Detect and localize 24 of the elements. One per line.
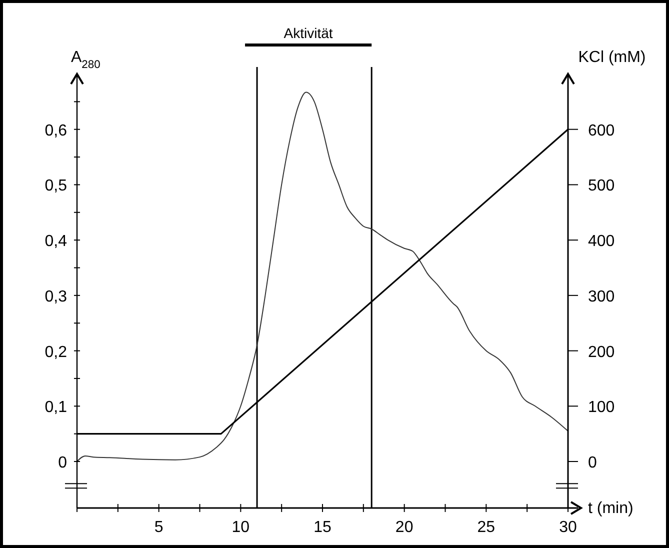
y-axis-title: A$_{280}$ [71, 49, 100, 71]
y2-tick-label: 0 [588, 454, 597, 472]
x-tick-label: 30 [559, 519, 577, 536]
y-tick-label: 0,1 [44, 399, 68, 416]
y-tick-label: 0,6 [44, 122, 68, 140]
x-axis-title: t (min) [588, 500, 634, 517]
x-tick-label: 5 [154, 519, 164, 536]
x-tick-label: 15 [314, 519, 332, 536]
y2-tick-label: 300 [588, 288, 615, 306]
x-tick-label: 10 [232, 519, 250, 536]
y2-tick-label: 100 [588, 399, 615, 416]
y-tick-label: 0,4 [44, 233, 68, 250]
y2-axis-title: KCl (mM) [578, 49, 646, 66]
x-tick-label: 25 [477, 519, 496, 536]
y-tick-label: 0 [58, 454, 68, 472]
x-tick-label: 20 [395, 519, 414, 536]
text: Aktivität [284, 25, 333, 41]
y2-tick-label: 500 [588, 178, 615, 195]
y-tick-label: 0,5 [44, 178, 68, 195]
y2-tick-label: 600 [588, 122, 615, 140]
y-tick-label: 0,3 [44, 288, 68, 306]
y-tick-label: 0,2 [44, 344, 68, 361]
y2-tick-label: 200 [588, 344, 615, 361]
y2-tick-label: 400 [588, 233, 615, 250]
